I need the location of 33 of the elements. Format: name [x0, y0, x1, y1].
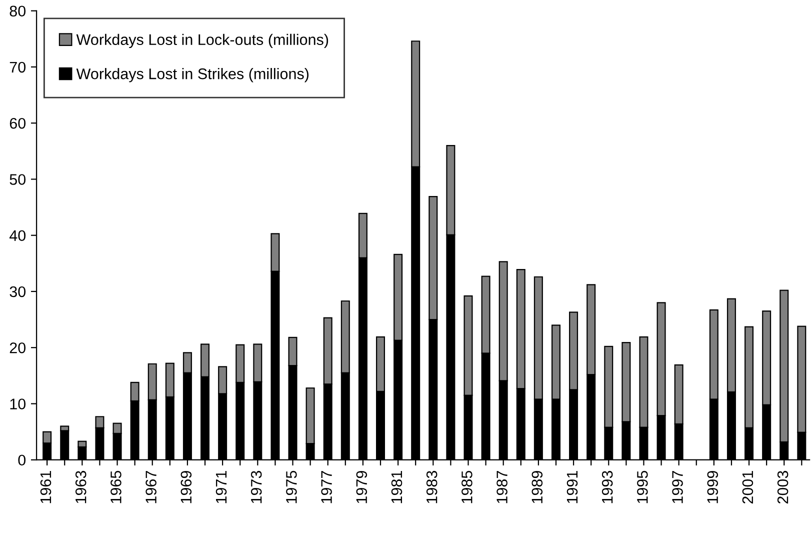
x-tick-label: 1985 — [462, 470, 472, 504]
x-tick-label: 1999 — [707, 470, 718, 504]
legend-label: Workdays Lost in Lock-outs (millions) — [76, 34, 328, 48]
x-tick-label: 1967 — [146, 471, 156, 504]
x-tick-label: 1971 — [216, 471, 227, 504]
x-tick-label: 1993 — [602, 470, 613, 504]
x-tick-label: 1997 — [672, 471, 683, 504]
y-tick-label: 60 — [10, 118, 26, 129]
y-tick-label: 50 — [10, 174, 26, 185]
x-tick-label: 1989 — [532, 470, 543, 504]
y-tick-label: 30 — [10, 286, 26, 298]
x-tick-label: 1983 — [426, 470, 438, 504]
y-tick-label: 40 — [9, 230, 26, 242]
x-tick-label: 2001 — [742, 471, 754, 504]
x-tick-label: 1977 — [321, 471, 332, 504]
y-tick-label: 0 — [18, 454, 26, 466]
x-tick-label: 1969 — [180, 470, 192, 504]
x-tick-label: 1991 — [566, 471, 578, 504]
x-tick-label: 1979 — [356, 470, 368, 504]
x-tick-label: 1995 — [637, 470, 648, 504]
y-tick-label: 10 — [10, 398, 26, 410]
x-tick-label: 1963 — [75, 470, 86, 504]
x-tick-label: 1975 — [286, 470, 297, 504]
y-tick-label: 70 — [10, 62, 26, 73]
x-tick-label: 1981 — [391, 471, 402, 504]
legend-label: Workdays Lost in Strikes (millions) — [76, 68, 309, 82]
x-tick-label: 1987 — [496, 471, 508, 504]
y-tick-label: 20 — [10, 342, 26, 354]
x-tick-label: 1965 — [110, 470, 122, 504]
x-tick-label: 2003 — [777, 470, 788, 504]
x-tick-label: 1961 — [40, 471, 52, 504]
x-tick-label: 1973 — [250, 470, 262, 504]
y-tick-label: 80 — [10, 6, 26, 17]
